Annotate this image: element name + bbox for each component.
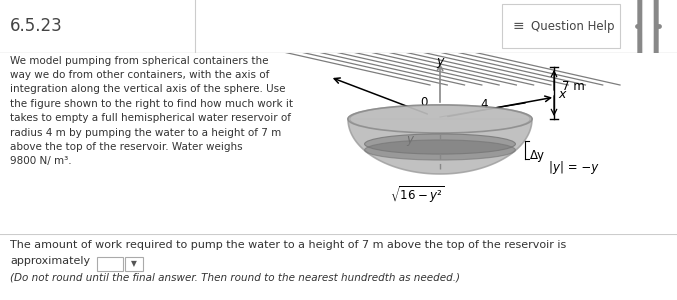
Ellipse shape bbox=[348, 105, 532, 133]
Text: 4: 4 bbox=[480, 98, 487, 111]
FancyBboxPatch shape bbox=[125, 257, 143, 271]
Text: $\sqrt{16−y²}$: $\sqrt{16−y²}$ bbox=[390, 184, 444, 205]
Text: |y| = −y: |y| = −y bbox=[550, 160, 598, 173]
Text: x: x bbox=[558, 88, 565, 101]
Text: (Do not round until the final answer. Then round to the nearest hundredth as nee: (Do not round until the final answer. Th… bbox=[10, 273, 460, 283]
Text: y: y bbox=[436, 56, 443, 68]
Text: ≡: ≡ bbox=[513, 19, 525, 33]
Text: 0: 0 bbox=[420, 96, 428, 109]
Text: 6.5.23: 6.5.23 bbox=[10, 17, 63, 35]
Circle shape bbox=[638, 0, 658, 300]
FancyBboxPatch shape bbox=[502, 4, 620, 48]
Ellipse shape bbox=[364, 134, 515, 154]
Ellipse shape bbox=[364, 140, 515, 160]
Polygon shape bbox=[348, 105, 532, 174]
Ellipse shape bbox=[350, 105, 530, 133]
Text: Question Help: Question Help bbox=[531, 20, 615, 33]
FancyBboxPatch shape bbox=[97, 257, 123, 271]
Text: ▼: ▼ bbox=[131, 260, 137, 268]
Text: 7 m: 7 m bbox=[562, 80, 585, 94]
Text: The amount of work required to pump the water to a height of 7 m above the top o: The amount of work required to pump the … bbox=[10, 240, 566, 250]
Text: We model pumping from spherical containers the
way we do from other containers, : We model pumping from spherical containe… bbox=[10, 56, 293, 166]
Polygon shape bbox=[348, 105, 532, 174]
Text: y: y bbox=[406, 133, 414, 146]
Text: Δy: Δy bbox=[529, 148, 544, 161]
Circle shape bbox=[643, 0, 653, 289]
Text: approximately: approximately bbox=[10, 256, 90, 266]
